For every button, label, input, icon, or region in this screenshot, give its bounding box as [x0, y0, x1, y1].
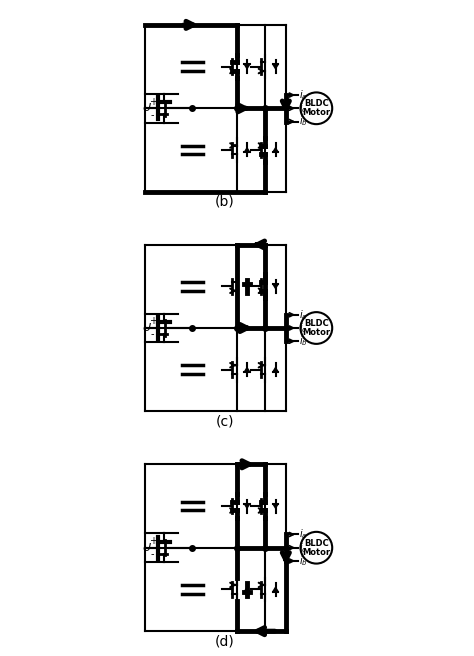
Text: (c): (c) — [216, 415, 234, 429]
Text: $i_b$: $i_b$ — [299, 554, 308, 568]
Polygon shape — [245, 504, 250, 508]
Polygon shape — [245, 284, 250, 289]
Polygon shape — [273, 504, 278, 508]
Text: $i_b$: $i_b$ — [299, 115, 308, 129]
Text: BLDC: BLDC — [304, 539, 328, 548]
Text: BLDC: BLDC — [304, 319, 328, 328]
Text: U: U — [142, 103, 151, 113]
Text: +: + — [148, 97, 156, 107]
Text: $i_c$: $i_c$ — [299, 541, 307, 554]
Text: $i_a$: $i_a$ — [299, 308, 308, 321]
Text: (b): (b) — [215, 195, 235, 209]
Polygon shape — [273, 284, 278, 289]
Polygon shape — [273, 367, 278, 372]
Text: -: - — [151, 549, 155, 559]
Text: $i_a$: $i_a$ — [299, 88, 308, 102]
Circle shape — [301, 312, 332, 344]
Text: +: + — [148, 316, 156, 327]
Text: $i_a$: $i_a$ — [299, 527, 308, 541]
Text: Motor: Motor — [302, 108, 330, 117]
Text: (d): (d) — [215, 634, 235, 648]
Text: -: - — [151, 110, 155, 120]
Text: BLDC: BLDC — [304, 99, 328, 108]
Polygon shape — [273, 587, 278, 592]
Polygon shape — [245, 148, 250, 152]
Text: U: U — [142, 323, 151, 333]
Circle shape — [301, 92, 332, 124]
Text: Motor: Motor — [302, 328, 330, 337]
Polygon shape — [273, 64, 278, 69]
Text: -: - — [151, 329, 155, 340]
Text: +: + — [148, 536, 156, 546]
Text: $i_c$: $i_c$ — [299, 321, 307, 335]
Text: U: U — [142, 543, 151, 553]
Polygon shape — [245, 64, 250, 69]
Text: $i_c$: $i_c$ — [299, 102, 307, 115]
Polygon shape — [245, 587, 250, 592]
Text: $i_b$: $i_b$ — [299, 335, 308, 348]
Text: Motor: Motor — [302, 548, 330, 557]
Polygon shape — [245, 367, 250, 372]
Polygon shape — [273, 148, 278, 152]
Circle shape — [301, 532, 332, 564]
